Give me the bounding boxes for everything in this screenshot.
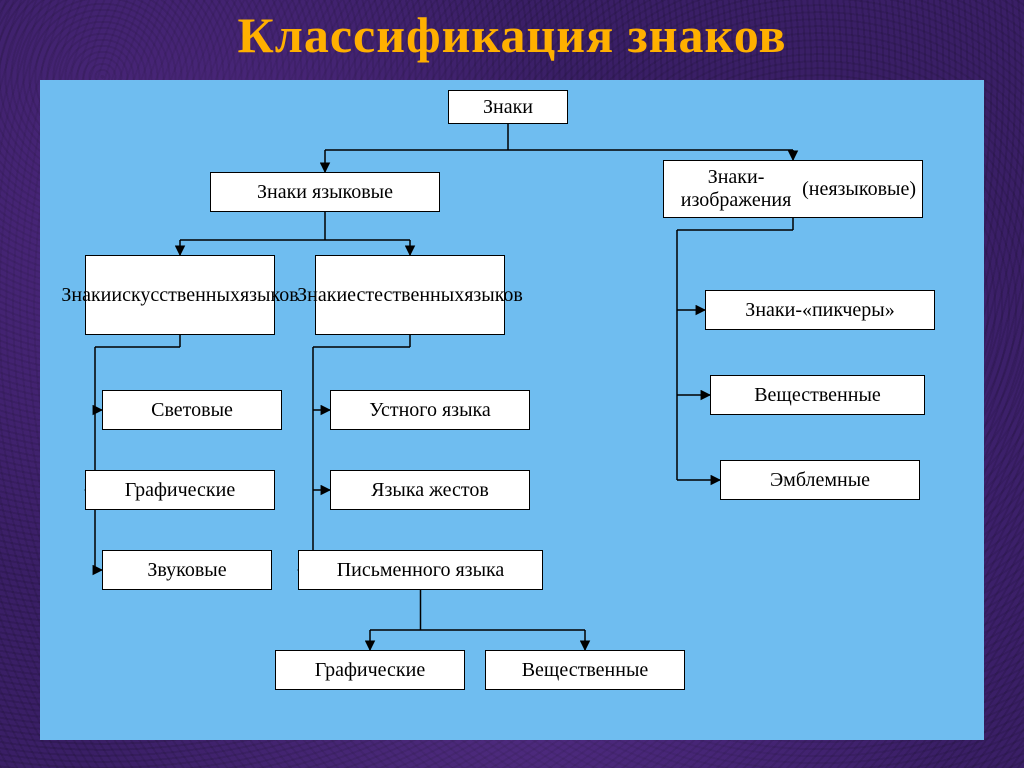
node-sound: Звуковые (102, 550, 272, 590)
node-root: Знаки (448, 90, 568, 124)
node-nonlang: Знаки-изображения(неязыковые) (663, 160, 923, 218)
node-light: Световые (102, 390, 282, 430)
node-graphic1: Графические (85, 470, 275, 510)
slide: Классификация знаков Знаки Знаки языковые… (0, 0, 1024, 768)
slide-title: Классификация знаков (0, 6, 1024, 64)
node-material1: Вещественные (710, 375, 925, 415)
node-material2: Вещественные (485, 650, 685, 690)
node-artificial: Знакиискусственныхязыков (85, 255, 275, 335)
node-natural: Знакиестественныхязыков (315, 255, 505, 335)
node-graphic2: Графические (275, 650, 465, 690)
diagram-canvas: Знаки Знаки языковые Знаки-изображения(нея… (40, 80, 984, 740)
node-lang: Знаки языковые (210, 172, 440, 212)
node-emblem: Эмблемные (720, 460, 920, 500)
node-oral: Устного языка (330, 390, 530, 430)
node-gesture: Языка жестов (330, 470, 530, 510)
node-pictures: Знаки-«пикчеры» (705, 290, 935, 330)
node-written: Письменного языка (298, 550, 543, 590)
